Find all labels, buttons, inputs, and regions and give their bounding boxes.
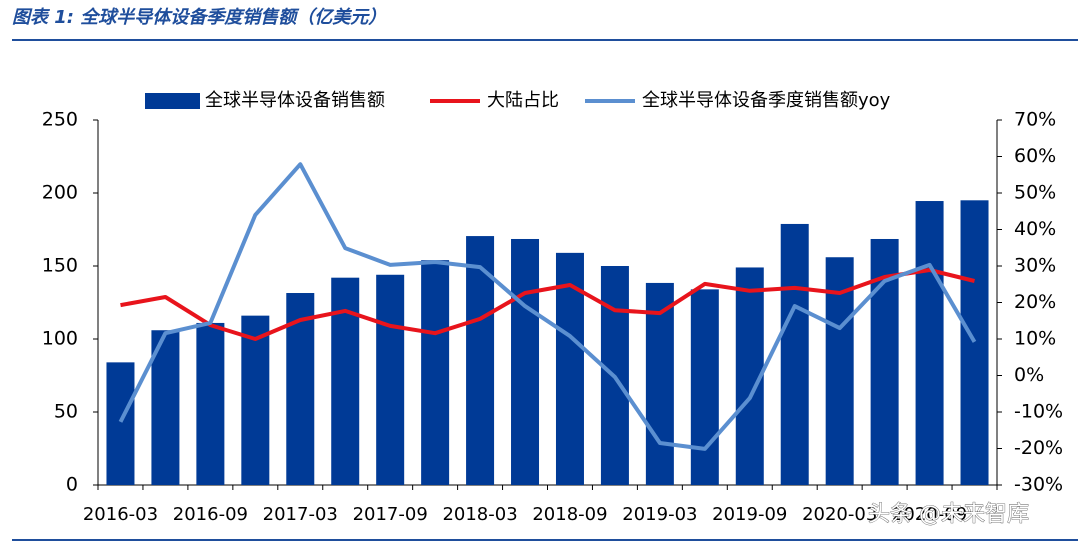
chart-title: 图表 1: 全球半导体设备季度销售额（亿美元） [12, 7, 386, 28]
bar [690, 289, 719, 485]
y-tick-label: 0 [66, 474, 78, 496]
bar [376, 274, 405, 485]
bar [780, 223, 809, 485]
line [120, 268, 975, 341]
bar [331, 277, 360, 485]
x-tick-label: 2018-09 [532, 504, 607, 525]
x-tick-label: 2016-09 [173, 504, 248, 525]
y2-tick-label: 20% [1014, 291, 1056, 313]
y-tick-label: 50 [54, 401, 78, 423]
x-tick-label: 2017-09 [353, 504, 428, 525]
legend-label: 大陆占比 [487, 90, 559, 111]
y2-tick-label: 60% [1014, 145, 1056, 167]
x-tick-label: 2019-09 [712, 504, 787, 525]
x-tick-label: 2017-03 [263, 504, 338, 525]
line [118, 162, 977, 451]
y2-tick-label: 30% [1014, 255, 1056, 277]
bar [915, 201, 944, 485]
y2-tick-label: 0% [1014, 364, 1044, 386]
bar [511, 238, 540, 485]
y2-tick-label: -10% [1014, 401, 1063, 423]
legend-label: 全球半导体设备季度销售额yoy [642, 90, 891, 111]
x-tick-label: 2019-03 [622, 504, 697, 525]
bar [421, 260, 450, 485]
y2-tick-label: 70% [1014, 109, 1056, 131]
legend-swatch [145, 93, 200, 109]
watermark: 头条 @未来智库 [868, 502, 1029, 527]
y2-tick-label: 40% [1014, 218, 1056, 240]
bar [960, 200, 989, 486]
bar [196, 322, 225, 485]
y-tick-label: 100 [42, 328, 78, 350]
bar [106, 362, 135, 485]
x-tick-label: 2018-03 [442, 504, 517, 525]
bar [825, 257, 854, 485]
y-tick-label: 150 [42, 255, 78, 277]
bar [151, 330, 180, 485]
bar [241, 315, 270, 485]
x-tick-label: 2020-03 [802, 504, 877, 525]
bar [645, 282, 674, 485]
y2-tick-label: -30% [1014, 474, 1063, 496]
y2-tick-label: -20% [1014, 437, 1063, 459]
y-tick-label: 250 [42, 109, 78, 131]
y2-tick-label: 50% [1014, 182, 1056, 204]
x-tick-label: 2020-09 [892, 504, 967, 525]
y-tick-label: 200 [42, 182, 78, 204]
legend-label: 全球半导体设备销售额 [205, 90, 385, 111]
y2-tick-label: 10% [1014, 328, 1056, 350]
x-tick-label: 2016-03 [83, 504, 158, 525]
